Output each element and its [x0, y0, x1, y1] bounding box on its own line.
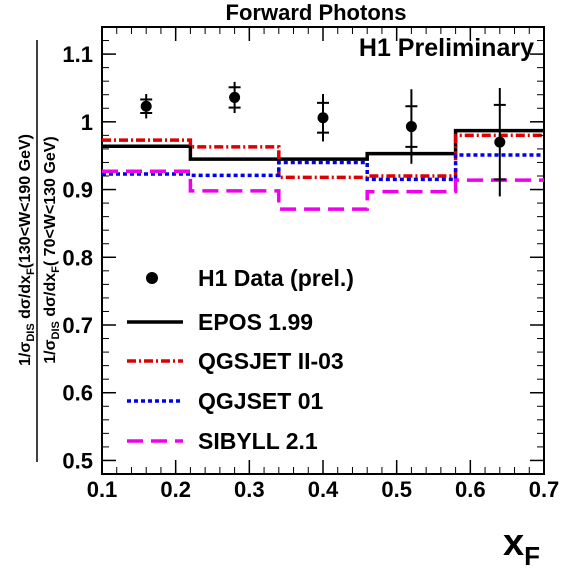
y-tick-label: 0.8 — [62, 245, 93, 270]
data-marker — [405, 121, 417, 133]
x-tick-label: 0.2 — [160, 477, 191, 502]
x-tick-label: 0.1 — [87, 477, 118, 502]
x-axis-label: xF — [503, 522, 540, 571]
y-tick-label: 0.7 — [62, 313, 93, 338]
y-tick-label: 1.1 — [62, 42, 93, 67]
series-line-sibyll-2-1 — [102, 169, 544, 211]
legend-label: SIBYLL 2.1 — [198, 428, 318, 454]
data-point — [228, 81, 241, 114]
data-points — [140, 81, 506, 197]
data-marker — [494, 136, 506, 148]
legend-entry-epos-1-99: EPOS 1.99 — [127, 309, 313, 335]
model-curves — [102, 128, 544, 211]
legend-entry-sibyll-2-1: SIBYLL 2.1 — [127, 428, 318, 454]
x-tick-label: 0.7 — [529, 477, 560, 502]
chart-title: Forward Photons — [226, 0, 407, 25]
data-marker — [229, 91, 241, 103]
x-tick-label: 0.5 — [381, 477, 412, 502]
y-tick-label: 1 — [81, 110, 93, 135]
y-tick-label: 0.9 — [62, 178, 93, 203]
x-tick-label: 0.4 — [308, 477, 339, 502]
x-tick-label: 0.3 — [234, 477, 265, 502]
data-marker — [140, 100, 152, 112]
data-marker — [317, 112, 329, 124]
legend-label: QGSJET II-03 — [198, 348, 344, 374]
legend-entry-data: H1 Data (prel.) — [146, 265, 354, 291]
y-tick-label: 0.6 — [62, 381, 93, 406]
y-axis-label-numerator: 1/σDIS dσ/dxF(130<W<190 GeV) — [17, 134, 37, 366]
series-line-qgsjet-ii-03 — [102, 133, 544, 180]
y-tick-label: 0.5 — [62, 448, 93, 473]
legend-label: H1 Data (prel.) — [198, 265, 354, 291]
legend-label: EPOS 1.99 — [198, 309, 313, 335]
data-point — [493, 87, 506, 197]
y-axis-label: 1/σDIS dσ/dxF(130<W<190 GeV) 1/σDIS dσ/d… — [17, 40, 62, 462]
legend-entry-qgjset-01: QGJSET 01 — [127, 388, 323, 414]
legend-entry-qgsjet-ii-03: QGSJET II-03 — [127, 348, 344, 374]
y-axis-label-denominator: 1/σDIS dσ/dxF( 70<W<130 GeV) — [42, 136, 62, 364]
legend-label: QGJSET 01 — [198, 388, 323, 414]
h1-preliminary-label: H1 Preliminary — [359, 34, 534, 62]
axis-ticks: 0.1 0.2 0.3 0.4 0.5 0.6 0.7 0.5 0.6 0.7 0.8 0.9 1 1.1 — [62, 26, 560, 502]
data-point — [317, 94, 329, 142]
x-tick-label: 0.6 — [455, 477, 486, 502]
data-point — [140, 94, 153, 119]
data-point — [405, 89, 418, 164]
legend: H1 Data (prel.) EPOS 1.99 QGSJET II-03 QGJS… — [127, 265, 354, 454]
legend-marker — [146, 272, 158, 284]
